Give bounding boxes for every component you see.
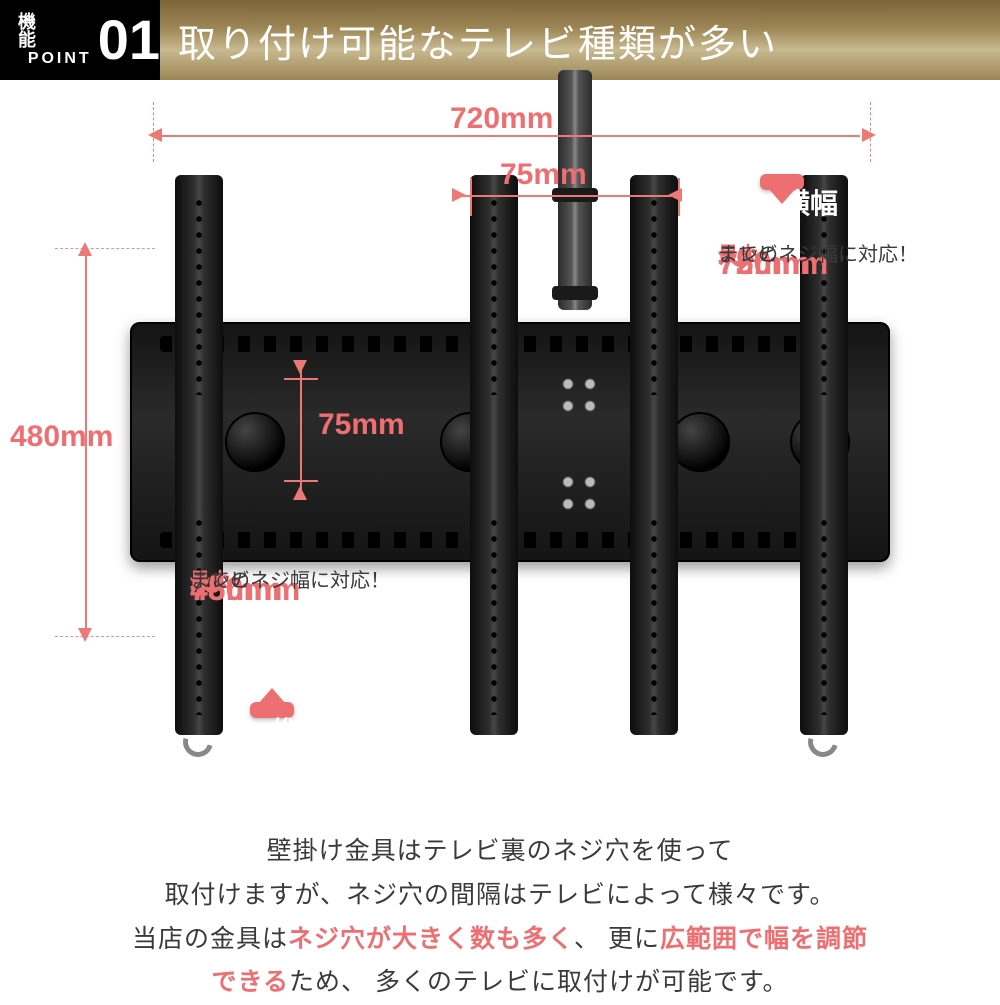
badge-yoko: 横幅 <box>760 174 804 190</box>
copy-line2: 取付けますが、ネジ穴の間隔はテレビによって様々です。 <box>164 881 835 909</box>
copy-l4b: ため、 多くのテレビに取付けが可能です。 <box>289 968 788 996</box>
h-tail2: テレビネジ幅に対応！ <box>190 568 390 595</box>
label-720mm: 720mm <box>450 102 553 136</box>
copy-line1: 壁掛け金具はテレビ裏のネジ穴を使って <box>267 837 734 865</box>
copy-l3c: 、 更に <box>574 925 660 953</box>
header-number: 01 <box>98 12 160 68</box>
mount-rail-mid <box>470 175 518 735</box>
point-tag: 機 能 POINT 01 <box>0 0 160 80</box>
label-480mm: 480mm <box>10 420 113 454</box>
label-75mm-h: 75mm <box>318 408 405 442</box>
badge-tate: 縦幅 <box>250 702 294 718</box>
copy-l3d: 広範囲で幅を調節 <box>660 925 868 953</box>
w-tail2: テレビネジ幅に対応！ <box>718 242 918 269</box>
badge-tate-label: 縦幅 <box>272 710 328 750</box>
footer-copy: 壁掛け金具はテレビ裏のネジ穴を使って 取付けますが、ネジ穴の間隔はテレビによって… <box>0 810 1000 1005</box>
header-kinou: 機 能 <box>6 13 92 49</box>
header-title: 取り付け可能なテレビ種類が多い <box>160 13 1000 68</box>
copy-l3b: ネジ穴が大きく数も多く <box>288 925 574 953</box>
pole-ring <box>552 286 598 300</box>
copy-l3a: 当店の金具は <box>132 925 288 953</box>
header-point: POINT <box>28 51 92 67</box>
mount-rail-left <box>175 175 223 735</box>
copy-l4a: できる <box>212 968 290 996</box>
header-bar: 機 能 POINT 01 取り付け可能なテレビ種類が多い <box>0 0 1000 80</box>
mount-rail-mid2 <box>630 175 678 735</box>
diagram-stage: 720mm 75mm 480mm 75mm 横幅 最小75mm～ <box>0 80 1000 800</box>
label-75mm-w: 75mm <box>500 158 587 192</box>
